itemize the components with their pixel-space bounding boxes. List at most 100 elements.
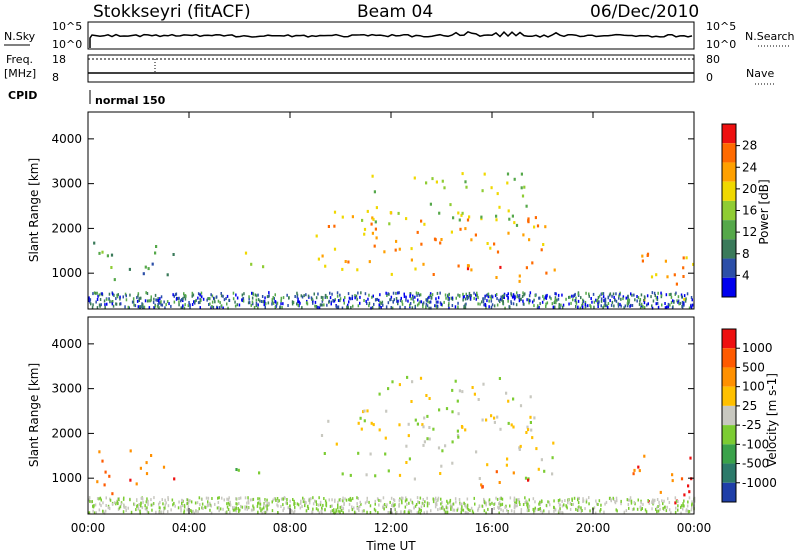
ground-scatter-cell bbox=[109, 299, 111, 303]
ground-scatter-cell bbox=[140, 296, 142, 300]
ground-scatter-cell bbox=[359, 301, 361, 305]
ytick-label: 2000 bbox=[51, 426, 82, 440]
data-cell bbox=[388, 222, 391, 226]
colorbar-frame bbox=[721, 328, 737, 503]
ground-scatter-cell bbox=[447, 304, 450, 307]
data-cell bbox=[486, 463, 489, 467]
ground-scatter-cell bbox=[499, 501, 501, 505]
ground-scatter-cell bbox=[512, 302, 515, 306]
ground-scatter-cell bbox=[137, 507, 139, 511]
ground-scatter-cell bbox=[356, 297, 358, 301]
ground-scatter-cell bbox=[315, 500, 317, 504]
data-cell bbox=[529, 415, 532, 419]
data-cell bbox=[553, 268, 556, 272]
ground-scatter-cell bbox=[534, 294, 537, 298]
ground-scatter-cell bbox=[418, 508, 421, 511]
ground-scatter-cell bbox=[398, 502, 401, 506]
ground-scatter-cell bbox=[266, 504, 268, 508]
data-cell bbox=[365, 473, 368, 477]
ground-scatter-cell bbox=[208, 303, 210, 306]
ground-scatter-cell bbox=[122, 510, 125, 514]
ground-scatter-cell bbox=[663, 499, 665, 503]
ground-scatter-cell bbox=[100, 303, 102, 307]
data-cell bbox=[527, 478, 530, 482]
ground-scatter-cell bbox=[339, 510, 341, 514]
ground-scatter-cell bbox=[224, 511, 227, 515]
ground-scatter-cell bbox=[225, 510, 228, 514]
ground-scatter-cell bbox=[142, 306, 144, 310]
ground-scatter-cell bbox=[417, 292, 420, 295]
ground-scatter-cell bbox=[312, 496, 314, 500]
ground-scatter-cell bbox=[187, 505, 190, 509]
data-cell bbox=[525, 431, 528, 434]
ground-scatter-cell bbox=[89, 499, 91, 503]
ground-scatter-cell bbox=[153, 496, 155, 500]
ground-scatter-cell bbox=[167, 498, 169, 502]
ground-scatter-cell bbox=[357, 304, 360, 308]
data-cell bbox=[363, 227, 367, 231]
ground-scatter-cell bbox=[629, 498, 631, 502]
ground-scatter-cell bbox=[613, 296, 615, 299]
ground-scatter-cell bbox=[339, 297, 342, 301]
ground-scatter-cell bbox=[216, 306, 218, 310]
ground-scatter-cell bbox=[642, 502, 644, 506]
ground-scatter-cell bbox=[227, 306, 229, 310]
ground-scatter-cell bbox=[427, 296, 429, 300]
ground-scatter-cell bbox=[528, 301, 530, 305]
ground-scatter-cell bbox=[207, 503, 210, 507]
ground-scatter-cell bbox=[280, 505, 282, 508]
freq-tick-bottom: 8 bbox=[52, 71, 59, 84]
ground-scatter-cell bbox=[259, 502, 261, 506]
ground-scatter-cell bbox=[164, 506, 166, 510]
ground-scatter-cell bbox=[675, 506, 677, 510]
ground-scatter-cell bbox=[266, 498, 268, 502]
ground-scatter-cell bbox=[533, 509, 535, 513]
ground-scatter-cell bbox=[640, 499, 642, 503]
data-cell bbox=[93, 241, 96, 245]
ground-scatter-cell bbox=[119, 302, 121, 306]
ground-scatter-cell bbox=[633, 507, 635, 511]
ground-scatter-cell bbox=[677, 504, 679, 508]
nave-label: Nave bbox=[746, 67, 774, 80]
ground-scatter-cell bbox=[147, 502, 149, 506]
ground-scatter-cell bbox=[498, 502, 500, 506]
ground-scatter-cell bbox=[333, 508, 335, 512]
data-cell bbox=[128, 267, 131, 271]
ground-scatter-cell bbox=[255, 301, 258, 305]
ground-scatter-cell bbox=[615, 299, 618, 303]
ground-scatter-cell bbox=[330, 302, 332, 306]
ground-scatter-cell bbox=[191, 291, 194, 295]
data-cell bbox=[490, 414, 493, 418]
ground-scatter-cell bbox=[100, 292, 102, 296]
ground-scatter-cell bbox=[260, 509, 262, 513]
ground-scatter-cell bbox=[289, 499, 291, 503]
ground-scatter-cell bbox=[688, 496, 691, 500]
ground-scatter-cell bbox=[366, 510, 368, 514]
data-cell bbox=[101, 250, 104, 254]
ground-scatter-cell bbox=[123, 505, 125, 509]
ground-scatter-cell bbox=[204, 505, 206, 509]
ground-scatter-cell bbox=[429, 292, 432, 296]
ground-scatter-cell bbox=[254, 293, 257, 297]
ground-scatter-cell bbox=[140, 496, 143, 500]
colorbar-segment bbox=[722, 367, 736, 387]
data-cell bbox=[458, 218, 461, 222]
ground-scatter-cell bbox=[653, 291, 656, 295]
data-cell bbox=[496, 250, 500, 254]
ground-scatter-cell bbox=[226, 502, 228, 506]
ground-scatter-cell bbox=[660, 293, 663, 297]
ground-scatter-cell bbox=[585, 304, 587, 308]
ground-scatter-cell bbox=[428, 306, 430, 310]
ground-scatter-cell bbox=[108, 507, 111, 511]
colorbar-tick-label: -25 bbox=[742, 418, 762, 432]
ground-scatter-cell bbox=[412, 296, 414, 299]
ground-scatter-cell bbox=[258, 497, 261, 501]
ground-scatter-cell bbox=[397, 291, 399, 295]
data-cell bbox=[499, 265, 502, 269]
ground-scatter-cell bbox=[426, 304, 429, 308]
ground-scatter-cell bbox=[287, 506, 289, 510]
ground-scatter-cell bbox=[631, 293, 633, 297]
